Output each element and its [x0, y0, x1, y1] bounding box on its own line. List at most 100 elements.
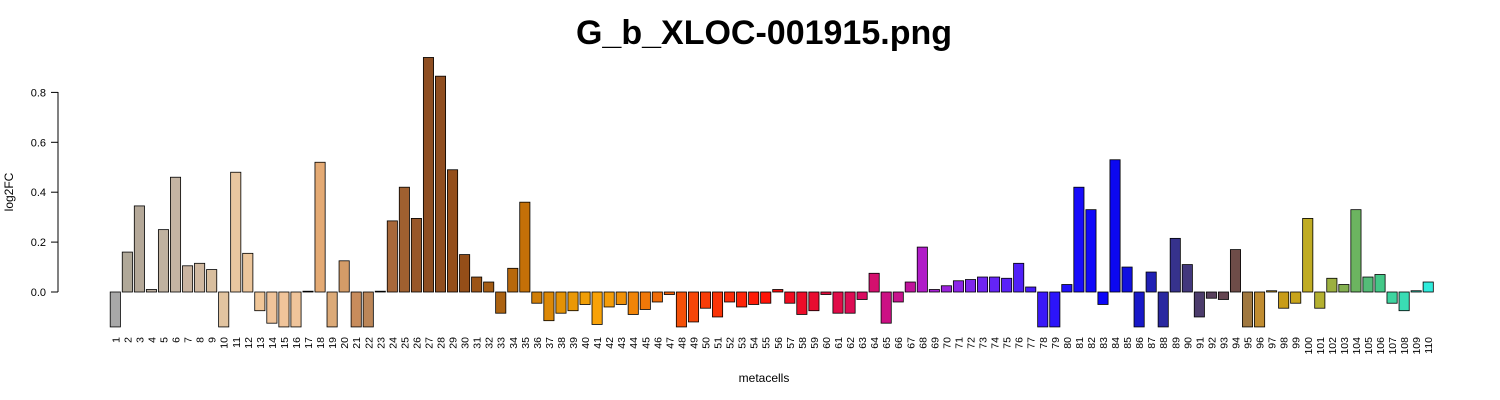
bar [435, 75, 447, 293]
x-tick-label: 38 [556, 337, 568, 349]
x-tick-label: 101 [1315, 337, 1327, 355]
bar [784, 291, 796, 304]
x-tick-label: 69 [929, 337, 941, 349]
bar [157, 229, 169, 293]
x-tick-label: 49 [688, 337, 700, 349]
bar [302, 290, 314, 293]
bar [808, 291, 820, 312]
x-tick-label: 27 [423, 337, 435, 349]
x-tick-label: 84 [1110, 337, 1122, 349]
bar [398, 186, 410, 293]
x-tick-label: 98 [1279, 337, 1291, 349]
bar [1157, 291, 1169, 328]
bar [1217, 291, 1229, 300]
bar [1085, 209, 1097, 293]
bar [1013, 262, 1025, 293]
x-tick-label: 42 [604, 337, 616, 349]
x-tick-label: 91 [1194, 337, 1206, 349]
bar [314, 161, 326, 293]
x-tick-label: 56 [773, 337, 785, 349]
x-tick-label: 43 [616, 337, 628, 349]
bar [1266, 290, 1278, 293]
x-tick-label: 77 [1026, 337, 1038, 349]
bar [651, 291, 663, 303]
bar [471, 276, 483, 293]
x-tick-label: 39 [568, 337, 580, 349]
bar [410, 217, 422, 293]
bar [892, 291, 904, 303]
bar [989, 276, 1001, 293]
x-tick-label: 100 [1303, 337, 1315, 355]
bar [748, 291, 760, 305]
x-tick-label: 48 [676, 337, 688, 349]
bars [109, 57, 1434, 328]
x-tick-label: 89 [1170, 337, 1182, 349]
x-tick-label: 5 [158, 337, 170, 343]
x-tick-label: 59 [809, 337, 821, 349]
x-tick-label: 4 [146, 337, 158, 343]
bar [278, 291, 290, 328]
x-tick-label: 16 [291, 337, 303, 349]
x-tick-label: 17 [303, 337, 315, 349]
x-tick-label: 71 [953, 337, 965, 349]
x-tick-label: 74 [990, 337, 1002, 349]
x-tick-label: 52 [725, 337, 737, 349]
x-tick-label: 6 [171, 337, 183, 343]
x-tick-label: 90 [1182, 337, 1194, 349]
x-tick-label: 18 [315, 337, 327, 349]
bar [579, 291, 591, 305]
bar [1001, 277, 1013, 293]
bar [254, 291, 266, 312]
bar [386, 220, 398, 293]
bar [603, 291, 615, 308]
bar [266, 291, 278, 324]
bar [326, 291, 338, 328]
x-tick-label: 8 [195, 337, 207, 343]
x-tick-labels: 1 2 3 4 5 6 7 8 9 10 11 12 13 14 15 16 17 18 19 20 21 22 23 24 2… [110, 337, 1435, 355]
bar [1410, 290, 1422, 293]
x-tick-label: 7 [183, 337, 195, 343]
bar [760, 291, 772, 304]
x-tick-label: 104 [1351, 337, 1363, 355]
bar [194, 262, 206, 293]
bar [1229, 249, 1241, 293]
bar [1025, 286, 1037, 293]
bar [868, 272, 880, 293]
bar [904, 281, 916, 293]
bar [820, 291, 832, 295]
x-tick-label: 66 [893, 337, 905, 349]
x-tick-label: 47 [664, 337, 676, 349]
x-tick-label: 37 [544, 337, 556, 349]
chart-title: G_b_XLOC-001915.png [576, 14, 952, 52]
bar [362, 291, 374, 328]
bar [1326, 277, 1338, 293]
x-tick-label: 81 [1074, 337, 1086, 349]
x-tick-label: 103 [1339, 337, 1351, 355]
x-tick-label: 109 [1411, 337, 1423, 355]
bar [218, 291, 230, 328]
x-tick-label: 13 [255, 337, 267, 349]
x-tick-label: 76 [1014, 337, 1026, 349]
bar [567, 291, 579, 312]
y-tick-label: 0.0 [31, 287, 46, 299]
x-tick-label: 79 [1050, 337, 1062, 349]
x-tick-label: 15 [279, 337, 291, 349]
x-tick-label: 36 [532, 337, 544, 349]
x-tick-label: 63 [857, 337, 869, 349]
bar [1398, 291, 1410, 312]
bar [109, 291, 121, 328]
bar [687, 291, 699, 323]
x-tick-label: 21 [351, 337, 363, 349]
bar [483, 281, 495, 293]
x-tick-label: 12 [243, 337, 255, 349]
x-tick-label: 57 [785, 337, 797, 349]
bar [1254, 291, 1266, 328]
bar [712, 291, 724, 318]
bar [832, 291, 844, 314]
bar [350, 291, 362, 328]
x-tick-label: 34 [508, 337, 520, 349]
x-tick-label: 54 [749, 337, 761, 349]
bar [1350, 209, 1362, 293]
x-tick-label: 94 [1230, 337, 1242, 349]
y-tick-label: 0.4 [31, 187, 46, 199]
